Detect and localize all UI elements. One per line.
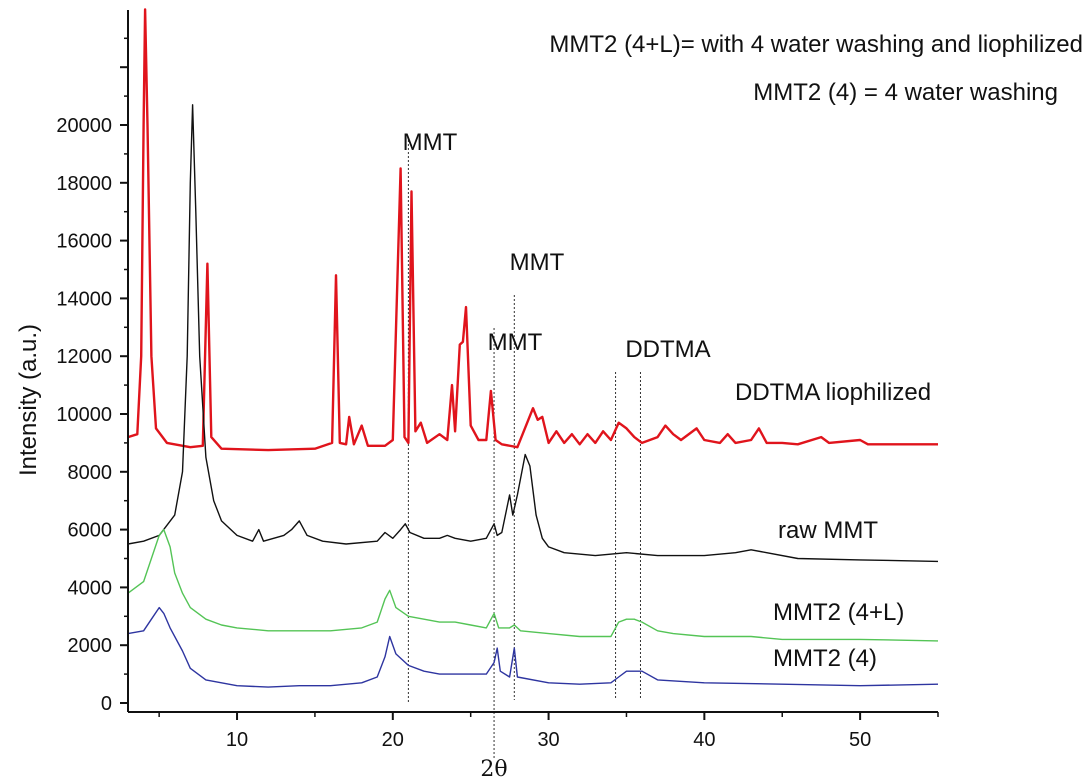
x-tick-label: 50: [849, 729, 871, 751]
x-tick-label: 10: [226, 729, 248, 751]
y-tick-label: 6000: [68, 520, 113, 542]
axes: [120, 10, 939, 720]
series-line: [127, 528, 939, 642]
y-tick-label: 0: [101, 693, 112, 715]
annotation-label: MMT: [403, 129, 458, 156]
series-layer: [127, 8, 939, 688]
y-tick-label: 18000: [56, 173, 112, 195]
y-tick-label: 16000: [56, 231, 112, 253]
reference-lines: [407, 140, 641, 760]
x-tick-label: 40: [693, 729, 715, 751]
series-line: [127, 606, 939, 688]
x-tick-label: 20: [382, 729, 404, 751]
y-tick-label: 10000: [56, 404, 112, 426]
labels: 0 2000 4000 6000 8000 10000 12000 14000 16000 180…: [15, 31, 1083, 782]
series-label: DDTMA liophilized: [735, 379, 931, 406]
series-line: [127, 104, 939, 563]
x-tick-label: 30: [537, 729, 559, 751]
annotation-label: MMT: [510, 249, 565, 276]
y-tick-label: 4000: [68, 577, 113, 599]
annotation-label: MMT: [488, 329, 543, 356]
y-tick-label: 2000: [68, 635, 113, 657]
y-tick-label: 8000: [68, 462, 113, 484]
series-label: raw MMT: [778, 517, 878, 544]
series-line: [127, 8, 938, 452]
x-axis-title: 2θ: [480, 757, 507, 782]
note-text: MMT2 (4) = 4 water washing: [753, 79, 1058, 106]
y-tick-label: 20000: [56, 115, 112, 137]
annotation-label: DDTMA: [625, 336, 710, 363]
y-tick-label: 14000: [56, 288, 112, 310]
y-tick-label: 12000: [56, 346, 112, 368]
series-label: MMT2 (4): [773, 645, 877, 672]
series-label: MMT2 (4+L): [773, 599, 904, 626]
note-text: MMT2 (4+L)= with 4 water washing and lio…: [549, 31, 1083, 58]
y-axis-title: Intensity (a.u.): [15, 324, 42, 476]
